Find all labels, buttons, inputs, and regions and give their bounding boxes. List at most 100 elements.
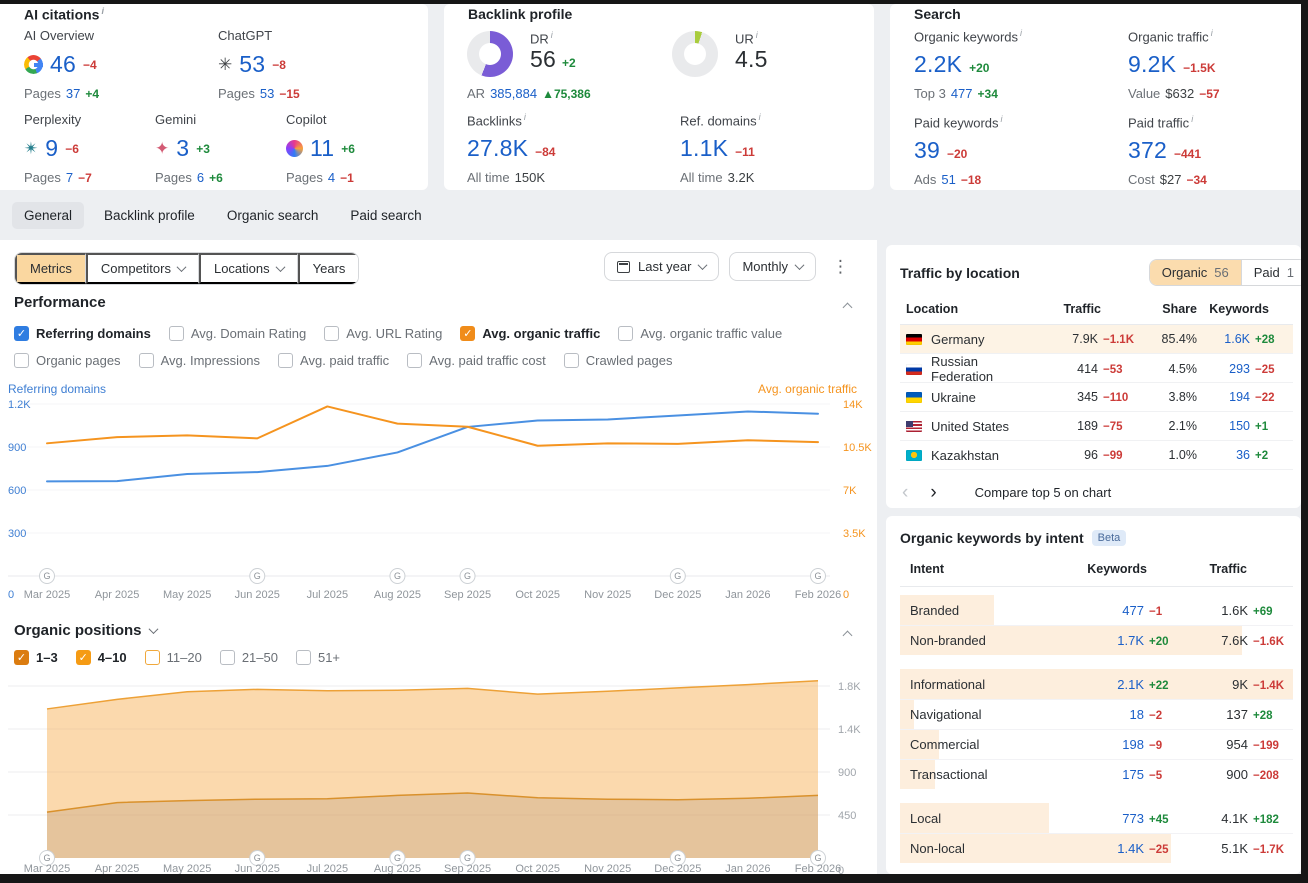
intent-row-transactional[interactable]: Transactional 175 −5 900 −208 [900, 759, 1293, 789]
segment-locations[interactable]: Locations [198, 253, 298, 284]
keywords-value[interactable]: 1.6K [1224, 332, 1250, 346]
pages-value[interactable]: 6 [196, 170, 205, 185]
search-metric-number[interactable]: 9.2K [1128, 51, 1177, 78]
granularity-selector[interactable]: Monthly [729, 252, 816, 281]
pages-value[interactable]: 37 [65, 86, 81, 101]
location-row-us[interactable]: United States 189 −75 2.1% 150 +1 [900, 412, 1293, 441]
prev-page-icon[interactable]: ‹ [902, 482, 909, 503]
traffic-tab-organic[interactable]: Organic 56 [1149, 260, 1242, 285]
checkbox-avg-url-rating[interactable]: Avg. URL Rating [324, 326, 442, 341]
pages-value[interactable]: 4 [327, 170, 336, 185]
pages-value[interactable]: 53 [259, 86, 275, 101]
ai-citation-count[interactable]: 46 [50, 51, 76, 77]
intent-keywords-diff: −5 [1149, 770, 1163, 782]
intent-keywords-value[interactable]: 773 [1122, 810, 1144, 826]
checkbox-4-10[interactable]: 4–10 [75, 650, 127, 665]
google-update-icon[interactable]: G [459, 850, 476, 866]
segment-metrics[interactable]: Metrics [15, 253, 86, 284]
google-update-icon[interactable]: G [39, 850, 55, 866]
tab-organic-search[interactable]: Organic search [226, 208, 319, 223]
checkbox-avg-organic-traffic[interactable]: Avg. organic traffic [460, 326, 600, 341]
intent-row-non-branded[interactable]: Non-branded 1.7K +20 7.6K −1.6K [900, 625, 1293, 655]
traffic-tab-paid[interactable]: Paid 1 [1241, 260, 1301, 285]
google-update-icon[interactable]: G [249, 568, 266, 584]
compare-top5-link[interactable]: Compare top 5 on chart [974, 485, 1112, 500]
sub-value[interactable]: 51 [941, 172, 956, 188]
keywords-value[interactable]: 293 [1229, 362, 1250, 376]
intent-keywords-value[interactable]: 175 [1122, 767, 1144, 782]
performance-collapse-button[interactable] [842, 298, 853, 316]
checkbox-avg-paid-traffic[interactable]: Avg. paid traffic [278, 353, 389, 368]
backlinks-diff: −84 [535, 145, 556, 160]
keywords-value[interactable]: 194 [1229, 390, 1250, 404]
dr-value: 56 [530, 46, 556, 73]
checkbox-11-20[interactable]: 11–20 [144, 650, 202, 665]
intent-keywords-value[interactable]: 198 [1122, 737, 1144, 752]
location-row-de[interactable]: Germany 7.9K −1.1K 85.4% 1.6K +28 [900, 325, 1293, 354]
intent-keywords-value[interactable]: 18 [1129, 707, 1144, 722]
intent-row-commercial[interactable]: Commercial 198 −9 954 −199 [900, 729, 1293, 759]
intent-keywords-value[interactable]: 1.7K [1117, 633, 1144, 648]
keywords-diff: −22 [1255, 392, 1275, 404]
sub-value[interactable]: 477 [950, 86, 973, 102]
ai-citation-count[interactable]: 53 [239, 51, 266, 77]
location-row-ua[interactable]: Ukraine 345 −110 3.8% 194 −22 [900, 383, 1293, 412]
segment-years[interactable]: Years [297, 253, 359, 284]
google-update-icon[interactable]: G [810, 850, 826, 866]
google-update-icon[interactable]: G [249, 850, 266, 866]
more-options-icon[interactable]: ⋮ [832, 257, 849, 276]
search-metric-number[interactable]: 2.2K [914, 51, 963, 78]
search-metric-number[interactable]: 39 [914, 137, 940, 164]
segment-competitors[interactable]: Competitors [85, 253, 199, 284]
intent-row-branded[interactable]: Branded 477 −1 1.6K +69 [900, 595, 1293, 625]
keywords-value[interactable]: 36 [1236, 448, 1250, 462]
checkbox-avg-impressions[interactable]: Avg. Impressions [138, 353, 260, 368]
google-update-icon[interactable]: G [389, 568, 406, 584]
checkbox-crawled-pages[interactable]: Crawled pages [563, 353, 672, 368]
search-metric-number[interactable]: 372 [1128, 137, 1167, 164]
line-series [46, 410, 819, 483]
backlinks-value[interactable]: 27.8K [467, 135, 529, 162]
organic-positions-collapse-button[interactable] [842, 626, 853, 644]
intent-keywords-value[interactable]: 2.1K [1117, 676, 1144, 692]
google-update-icon[interactable]: G [669, 850, 686, 866]
google-update-icon[interactable]: G [39, 568, 55, 584]
organic-positions-heading[interactable]: Organic positions [14, 622, 158, 639]
svg-text:Jun 2025: Jun 2025 [235, 589, 280, 601]
ai-citation-count[interactable]: 9 [45, 135, 59, 161]
google-update-icon[interactable]: G [459, 568, 476, 584]
ref-domains-value[interactable]: 1.1K [680, 135, 729, 162]
checkbox-avg-organic-traffic-value[interactable]: Avg. organic traffic value [618, 326, 782, 341]
next-page-icon[interactable]: › [930, 482, 937, 503]
keywords-value[interactable]: 150 [1229, 419, 1250, 433]
intent-keywords-value[interactable]: 477 [1122, 602, 1144, 618]
checkbox-referring-domains[interactable]: Referring domains [14, 326, 151, 341]
intent-row-non-local[interactable]: Non-local 1.4K −25 5.1K −1.7K [900, 833, 1293, 863]
period-selector[interactable]: Last year [603, 252, 720, 281]
checkbox-51+[interactable]: 51+ [295, 650, 340, 665]
tab-general[interactable]: General [12, 202, 85, 229]
ar-value[interactable]: 385,884 [490, 86, 538, 101]
tab-paid-search[interactable]: Paid search [350, 208, 422, 223]
intent-row-informational[interactable]: Informational 2.1K +22 9K −1.4K [900, 669, 1293, 699]
google-update-icon[interactable]: G [669, 568, 686, 584]
checkbox-21-50[interactable]: 21–50 [219, 650, 278, 665]
tab-backlink-profile[interactable]: Backlink profile [104, 208, 195, 223]
chart-toolbar: Metrics Competitors Locations Years Last ye… [14, 252, 863, 285]
intent-row-navigational[interactable]: Navigational 18 −2 137 +28 [900, 699, 1293, 729]
location-row-ru[interactable]: Russian Federation 414 −53 4.5% 293 −25 [900, 354, 1293, 384]
checkbox-organic-pages[interactable]: Organic pages [14, 353, 121, 368]
checkbox-1-3[interactable]: 1–3 [14, 650, 58, 665]
google-update-icon[interactable]: G [389, 850, 406, 866]
ai-citation-count[interactable]: 11 [310, 135, 335, 161]
location-row-kz[interactable]: Kazakhstan 96 −99 1.0% 36 +2 [900, 441, 1293, 470]
area-4-10 [47, 680, 818, 813]
checkbox-avg-paid-traffic-cost[interactable]: Avg. paid traffic cost [407, 353, 546, 368]
google-update-icon[interactable]: G [810, 568, 826, 584]
pages-value[interactable]: 7 [65, 170, 74, 185]
ai-citation-count[interactable]: 3 [176, 135, 190, 161]
checkbox-avg-domain-rating[interactable]: Avg. Domain Rating [168, 326, 306, 341]
intent-row-local[interactable]: Local 773 +45 4.1K +182 [900, 803, 1293, 833]
intent-keywords-value[interactable]: 1.4K [1117, 841, 1144, 856]
